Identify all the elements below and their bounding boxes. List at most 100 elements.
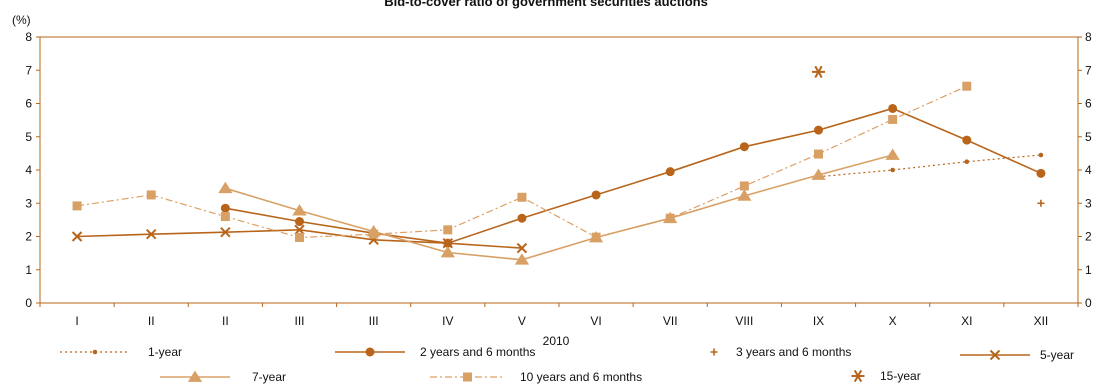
x-tick-label: II — [148, 314, 155, 328]
data-point — [220, 226, 231, 238]
legend-marker — [851, 369, 865, 383]
x-tick-label: III — [294, 314, 304, 328]
y-tick-label-left: 1 — [25, 263, 32, 277]
legend-label: 10 years and 6 months — [520, 370, 642, 384]
x-tick-label: IV — [442, 314, 453, 328]
data-point — [220, 212, 230, 222]
data-point — [517, 213, 527, 223]
data-point — [665, 213, 675, 223]
data-point — [962, 135, 972, 145]
x-tick-label: II — [222, 314, 229, 328]
data-point — [811, 168, 826, 180]
y-axis-unit: (%) — [12, 13, 31, 27]
data-point — [665, 167, 675, 177]
x-tick-label: V — [518, 314, 526, 328]
legend-label: 2 years and 6 months — [420, 345, 535, 359]
y-tick-label-left: 2 — [25, 230, 32, 244]
data-point — [1036, 168, 1046, 178]
y-axis-right: 0 1 2 3 4 5 6 7 8 — [1078, 30, 1092, 310]
data-point — [369, 229, 379, 239]
y-tick-label-left: 0 — [25, 296, 32, 310]
data-point — [294, 224, 305, 236]
legend-label: 1-year — [148, 345, 182, 359]
x-tick-label: XII — [1034, 314, 1049, 328]
y-tick-label-right: 5 — [1085, 130, 1092, 144]
data-point — [72, 201, 82, 211]
legend-marker — [710, 348, 718, 356]
x-tick-label: I — [75, 314, 78, 328]
plot-frame — [39, 36, 1079, 304]
legend-entry: 15-year — [851, 369, 921, 383]
legend-entry: 10 years and 6 months — [430, 370, 642, 384]
data-point — [964, 159, 970, 164]
y-axis-left: 0 1 2 3 4 5 6 7 8 — [25, 30, 40, 310]
series-2-years-and-6-months — [220, 103, 1046, 248]
data-point — [218, 181, 233, 194]
y-tick-label-left: 7 — [25, 63, 32, 77]
data-point — [591, 190, 601, 200]
y-tick-label-right: 0 — [1085, 296, 1092, 310]
y-tick-label-right: 8 — [1085, 30, 1092, 44]
data-point — [71, 231, 83, 242]
y-tick-label-left: 5 — [25, 130, 32, 144]
data-point — [517, 192, 527, 202]
data-point — [888, 114, 898, 124]
legend-entry: 7-year — [160, 370, 286, 384]
x-tick-label: VIII — [735, 314, 753, 328]
series-5-year — [71, 224, 528, 254]
data-point — [1038, 152, 1044, 158]
data-point — [739, 181, 749, 191]
series-layer — [71, 65, 1046, 265]
data-point — [890, 167, 895, 173]
y-tick-label-right: 6 — [1085, 97, 1092, 111]
data-point — [440, 245, 455, 258]
y-tick-label-left: 3 — [25, 196, 32, 210]
data-point — [146, 228, 157, 240]
x-axis: I II II III III IV V VI VII VIII IX X XI XII — [39, 303, 1079, 328]
y-tick-label-right: 2 — [1085, 230, 1092, 244]
data-point — [1037, 199, 1045, 207]
data-point — [295, 232, 304, 242]
data-point — [812, 65, 825, 79]
y-tick-label-left: 6 — [25, 97, 32, 111]
data-point — [295, 217, 304, 227]
legend-label: 3 years and 6 months — [736, 345, 851, 359]
x-tick-label: IX — [813, 314, 824, 328]
data-point — [443, 225, 453, 235]
data-point — [292, 204, 307, 216]
series-line — [225, 154, 893, 261]
data-point — [514, 253, 530, 265]
data-point — [814, 149, 823, 159]
data-point — [737, 189, 752, 201]
data-point — [220, 203, 230, 213]
x-tick-label: XI — [961, 314, 972, 328]
y-tick-label-right: 4 — [1085, 163, 1092, 177]
x-tick-label: VI — [590, 314, 601, 328]
legend-marker — [187, 370, 203, 382]
x-axis-label: 2010 — [543, 334, 570, 348]
data-point — [814, 125, 823, 135]
legend-entry: 3 years and 6 months — [710, 345, 851, 359]
data-point — [962, 81, 972, 91]
legend-label: 15-year — [880, 369, 921, 383]
y-tick-label-right: 7 — [1085, 63, 1092, 77]
data-point — [146, 190, 156, 200]
legend-entry: 2 years and 6 months — [335, 345, 535, 359]
y-tick-label-right: 3 — [1085, 196, 1092, 210]
y-tick-label-left: 8 — [25, 30, 32, 44]
legend-entry: 1-year — [60, 345, 182, 359]
data-point — [516, 242, 528, 254]
data-point — [885, 148, 900, 160]
series-10-years-and-6-months — [72, 81, 972, 242]
series-3-years-and-6-months — [1037, 199, 1045, 207]
data-point — [739, 142, 749, 152]
x-tick-label: III — [369, 314, 379, 328]
data-point — [442, 237, 453, 249]
series-15-year — [812, 65, 825, 79]
x-tick-label: VII — [663, 314, 678, 328]
legend-marker — [365, 347, 375, 357]
series-line — [818, 154, 1041, 178]
legend: 1-year 2 years and 6 months 3 years and 6 … — [60, 345, 1074, 384]
y-tick-label-left: 4 — [25, 163, 32, 177]
